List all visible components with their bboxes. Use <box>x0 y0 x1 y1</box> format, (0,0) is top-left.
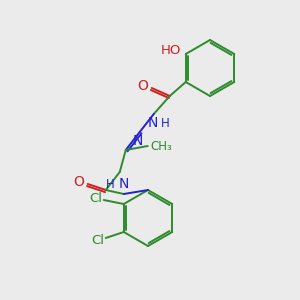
Text: O: O <box>73 175 84 189</box>
Text: H: H <box>161 117 170 130</box>
Text: CH₃: CH₃ <box>151 140 172 152</box>
Text: N: N <box>133 134 143 148</box>
Text: N: N <box>118 177 129 191</box>
Text: Cl: Cl <box>89 191 102 205</box>
Text: HO: HO <box>160 44 181 56</box>
Text: O: O <box>137 79 148 93</box>
Text: N: N <box>148 116 158 130</box>
Text: H: H <box>106 178 115 191</box>
Text: Cl: Cl <box>91 233 104 247</box>
